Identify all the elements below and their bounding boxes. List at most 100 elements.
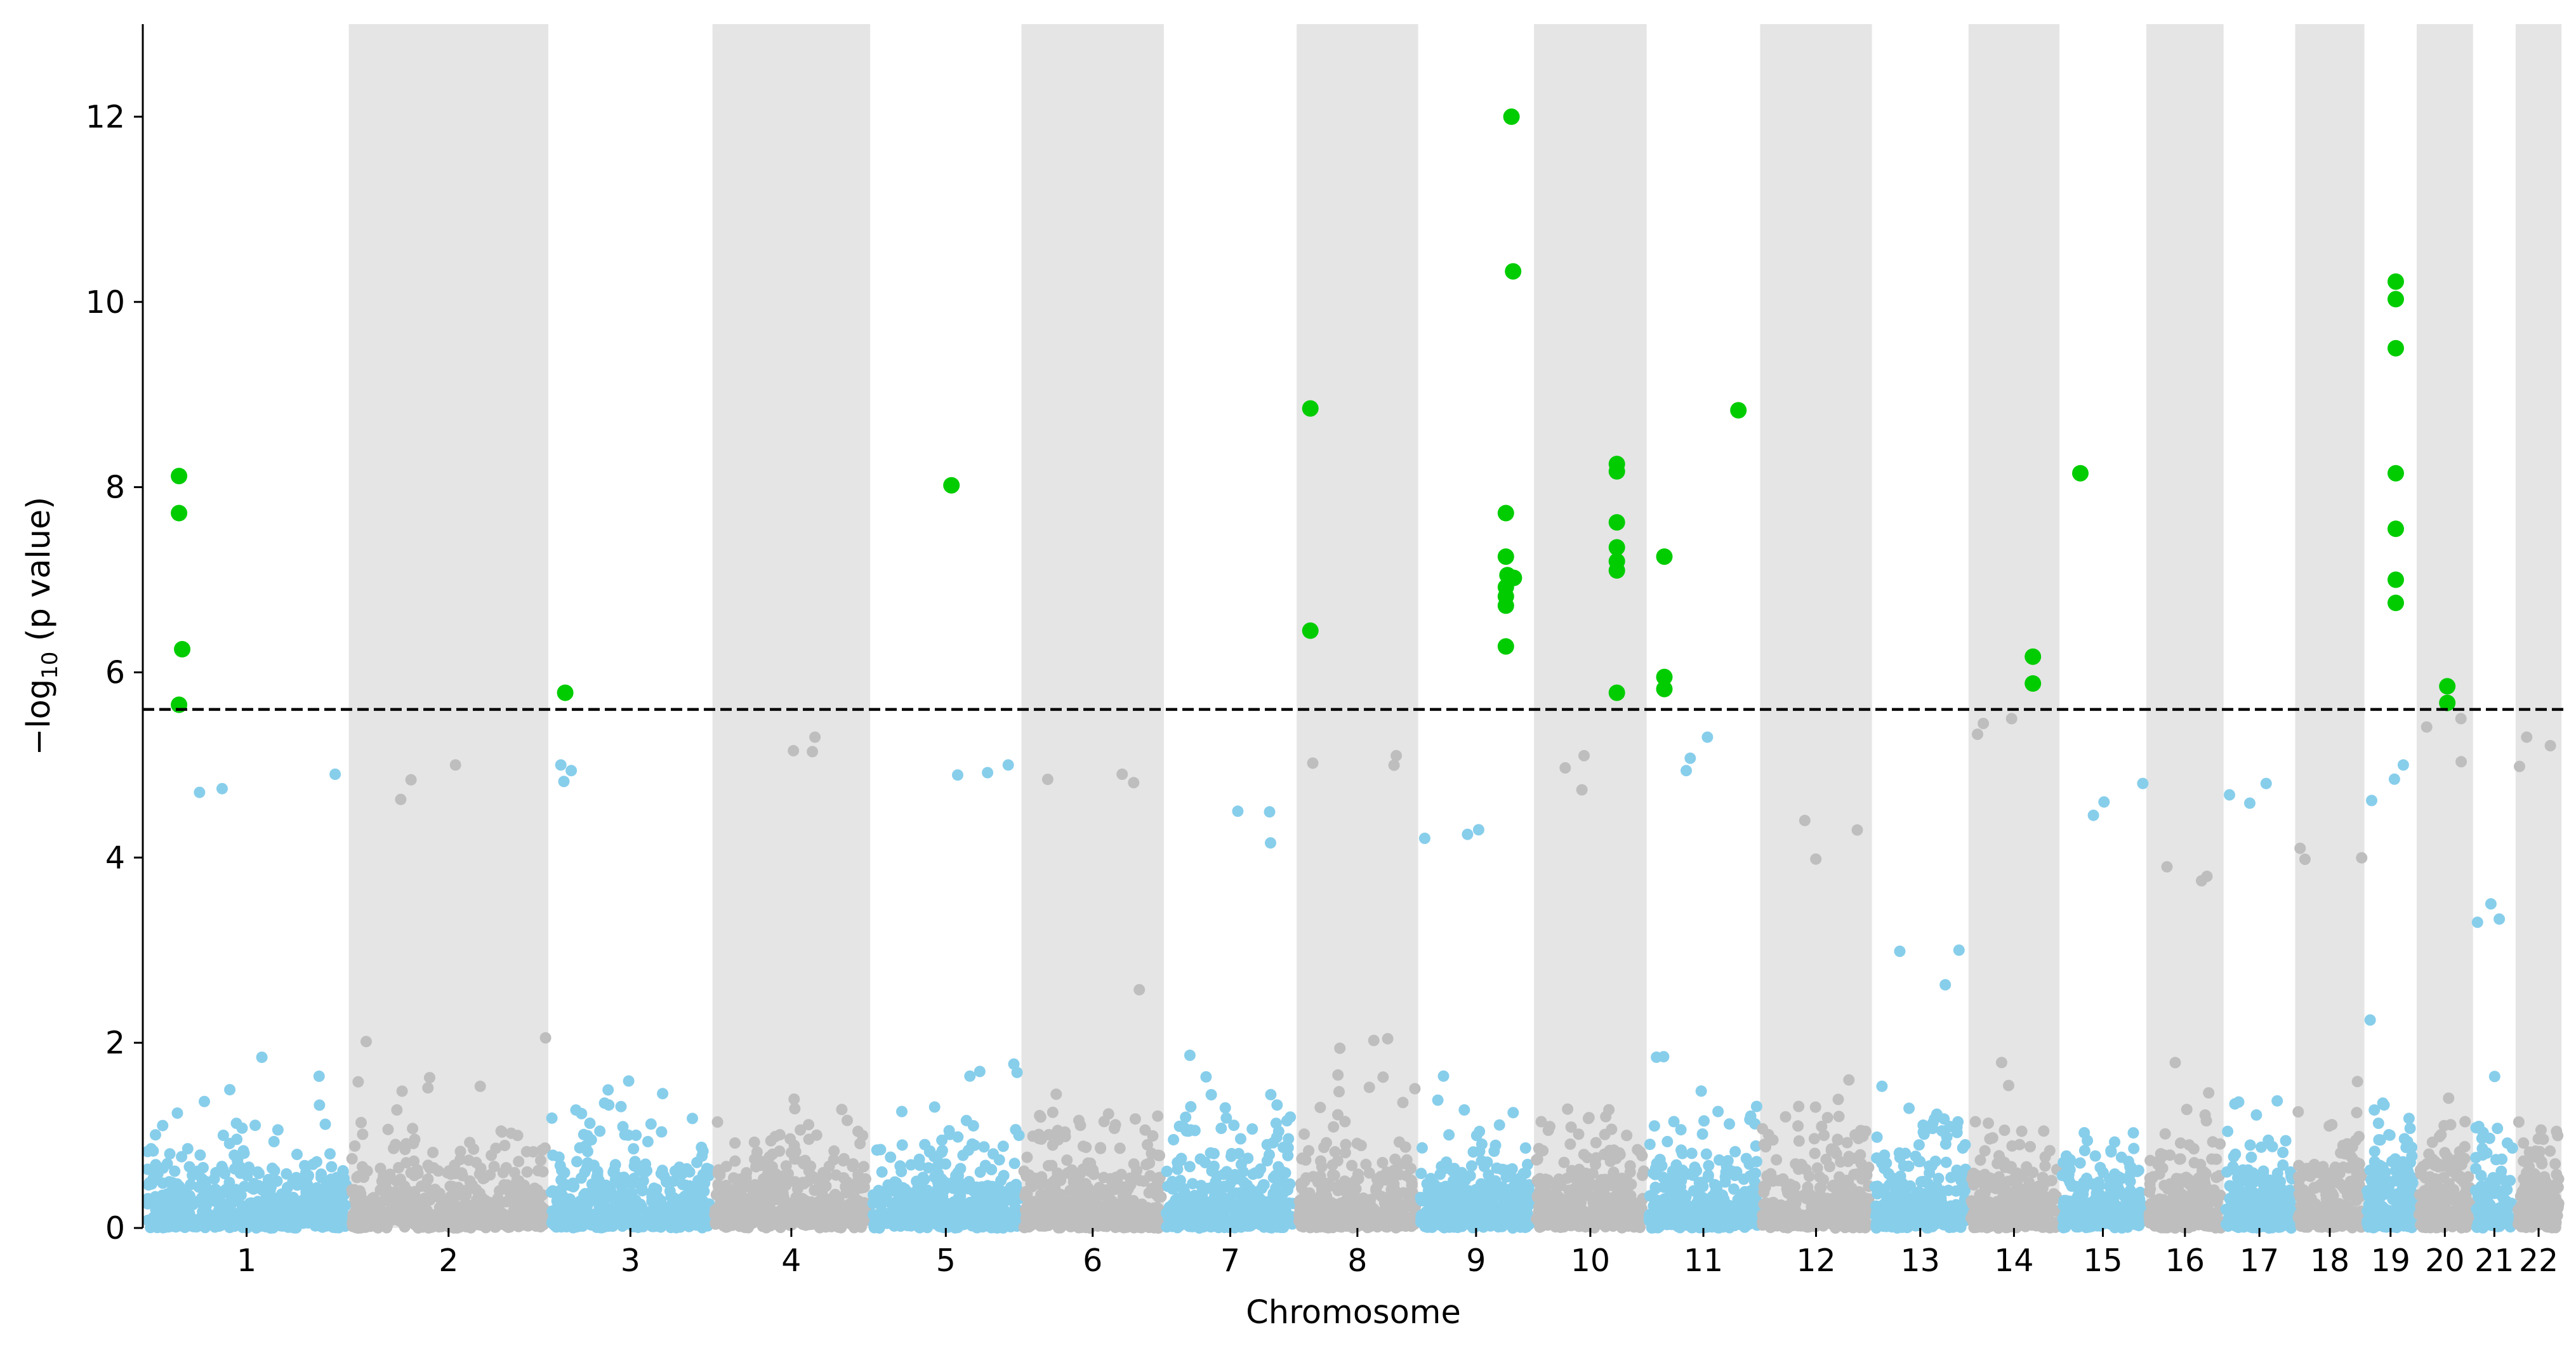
snp-point-chr-5 (936, 1134, 948, 1146)
snp-point-chr-1 (299, 1159, 311, 1172)
snp-point-chr-6 (1128, 777, 1140, 789)
snp-point-chr-6 (1095, 1142, 1107, 1154)
snp-point-chr-4 (772, 1192, 784, 1204)
snp-point-chr-5 (952, 769, 963, 781)
snp-point-chr-12 (1771, 1199, 1782, 1211)
snp-point-chr-12 (1764, 1173, 1776, 1185)
snp-point-chr-7 (1241, 1182, 1253, 1193)
snp-point-chr-3 (655, 1210, 667, 1222)
snp-point-chr-12 (1860, 1202, 1872, 1214)
snp-point-chr-4 (750, 1161, 762, 1173)
snp-point-chr-5 (952, 1131, 964, 1143)
snp-point-chr-10 (1537, 1145, 1549, 1157)
snp-point-chr-5 (963, 1175, 975, 1187)
snp-point-chr-8 (1327, 1207, 1339, 1219)
snp-point-chr-12 (1800, 1163, 1812, 1175)
snp-point-chr-7 (1209, 1215, 1221, 1227)
snp-point-chr-3 (657, 1088, 669, 1100)
snp-point-chr-4 (828, 1145, 840, 1157)
snp-point-chr-9 (1462, 828, 1474, 840)
snp-point-chr-9 (1456, 1166, 1468, 1178)
snp-point-chr-12 (1853, 1186, 1865, 1198)
snp-point-chr-8 (1318, 1189, 1330, 1201)
snp-point-chr-1 (242, 1217, 254, 1229)
snp-point-chr-5 (894, 1196, 906, 1208)
snp-point-chr-1 (149, 1217, 161, 1229)
snp-point-chr-7 (1267, 1137, 1279, 1149)
snp-point-chr-10 (1616, 1222, 1628, 1234)
snp-point-chr-2 (450, 1208, 462, 1220)
snp-point-chr-3 (614, 1172, 626, 1184)
snp-point-chr-3 (598, 1186, 611, 1198)
snp-point-chr-12 (1793, 1100, 1805, 1112)
snp-point-chr-2 (468, 1203, 480, 1215)
snp-point-chr-4 (786, 1219, 798, 1231)
snp-point-chr-4 (763, 1151, 776, 1163)
snp-point-chr-2 (357, 1128, 369, 1140)
snp-point-chr-7 (1189, 1194, 1201, 1206)
snp-point-chr-12 (1762, 1219, 1774, 1231)
snp-point-chr-1 (313, 1070, 325, 1082)
snp-point-chr-2 (417, 1221, 429, 1233)
snp-point-chr-11 (1644, 1138, 1656, 1151)
snp-point-chr-5 (915, 1208, 927, 1220)
snp-point-chr-4 (710, 1204, 722, 1216)
snp-point-chr-11 (1680, 1219, 1692, 1231)
snp-point-chr-5 (909, 1189, 921, 1200)
snp-point-chr-4 (751, 1146, 763, 1158)
snp-point-chr-9 (1467, 1146, 1479, 1158)
snp-point-chr-3 (623, 1075, 635, 1087)
snp-point-chr-12 (1758, 1186, 1770, 1198)
snp-point-chr-2 (454, 1145, 466, 1158)
snp-point-chr-3 (615, 1100, 627, 1112)
snp-point-chr-8 (1320, 1177, 1332, 1189)
snp-point-chr-3 (559, 1179, 571, 1191)
snp-point-chr-3 (682, 1211, 694, 1222)
snp-point-chr-10 (1590, 1137, 1602, 1149)
snp-point-chr-6 (1109, 1119, 1121, 1131)
snp-point-chr-9 (1453, 1195, 1465, 1206)
snp-point-chr-2 (475, 1162, 487, 1174)
snp-point-chr-3 (558, 776, 570, 788)
snp-point-chr-2 (537, 1166, 549, 1178)
snp-point-chr-7 (1267, 1172, 1279, 1184)
snp-point-chr-10 (1544, 1121, 1556, 1133)
snp-point-chr-9 (1478, 1180, 1490, 1192)
snp-point-chr-8 (1311, 1204, 1323, 1215)
snp-point-chr-4 (788, 744, 800, 756)
snp-point-chr-2 (376, 1175, 388, 1187)
snp-point-chr-9 (1474, 1217, 1486, 1229)
snp-point-chr-5 (921, 1184, 934, 1196)
snp-point-chr-8 (1296, 1153, 1308, 1165)
snp-point-chr-11 (1681, 765, 1692, 777)
snp-point-chr-2 (532, 1184, 543, 1196)
snp-point-chr-3 (602, 1084, 614, 1096)
snp-point-chr-1 (281, 1189, 293, 1201)
snp-point-chr-4 (720, 1161, 732, 1173)
snp-point-chr-5 (881, 1217, 893, 1229)
snp-point-chr-9 (1432, 1094, 1444, 1106)
snp-point-chr-1 (230, 1184, 242, 1196)
snp-point-chr-8 (1357, 1208, 1370, 1219)
snp-point-chr-7 (1282, 1184, 1293, 1196)
snp-point-chr-3 (695, 1212, 707, 1224)
snp-point-chr-12 (1757, 1123, 1769, 1135)
snp-point-chr-12 (1832, 1134, 1844, 1146)
snp-point-chr-10 (1621, 1130, 1633, 1142)
snp-point-chr-3 (571, 1156, 583, 1168)
snp-point-chr-5 (991, 1188, 1003, 1200)
snp-point-chr-8 (1297, 1221, 1309, 1233)
snp-point-chr-7 (1252, 1167, 1264, 1179)
snp-point-chr-5 (997, 1140, 1009, 1152)
snp-point-chr-3 (547, 1185, 558, 1197)
snp-point-chr-11 (1728, 1183, 1740, 1195)
snp-point-chr-7 (1247, 1216, 1258, 1228)
snp-point-chr-5 (925, 1206, 937, 1218)
snp-point-chr-2 (425, 1189, 437, 1201)
snp-point-chr-5 (903, 1213, 915, 1225)
snp-point-chr-5 (936, 1215, 948, 1227)
snp-point-chr-2 (527, 1146, 539, 1158)
snp-point-chr-2 (410, 1204, 421, 1217)
snp-point-chr-3 (693, 1189, 705, 1201)
snp-point-chr-2 (536, 1144, 548, 1156)
